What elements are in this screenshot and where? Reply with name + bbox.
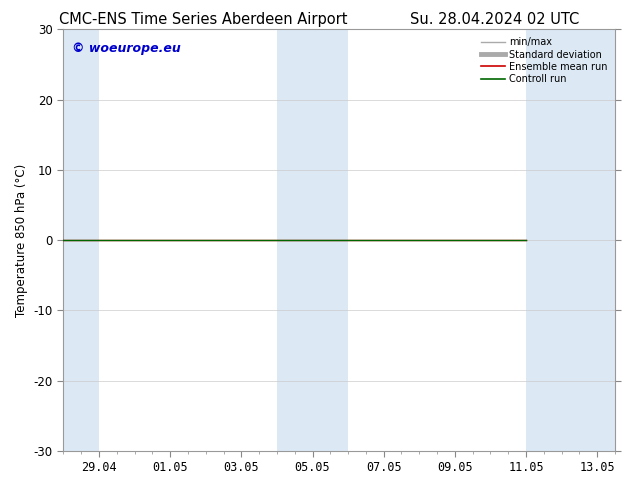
Bar <box>46 29 99 451</box>
Text: Su. 28.04.2024 02 UTC: Su. 28.04.2024 02 UTC <box>410 12 579 27</box>
Text: © woeurope.eu: © woeurope.eu <box>72 42 181 55</box>
Bar <box>277 29 348 451</box>
Bar <box>526 29 633 451</box>
Legend: min/max, Standard deviation, Ensemble mean run, Controll run: min/max, Standard deviation, Ensemble me… <box>477 34 610 87</box>
Text: CMC-ENS Time Series Aberdeen Airport: CMC-ENS Time Series Aberdeen Airport <box>58 12 347 27</box>
Y-axis label: Temperature 850 hPa (°C): Temperature 850 hPa (°C) <box>15 164 28 317</box>
